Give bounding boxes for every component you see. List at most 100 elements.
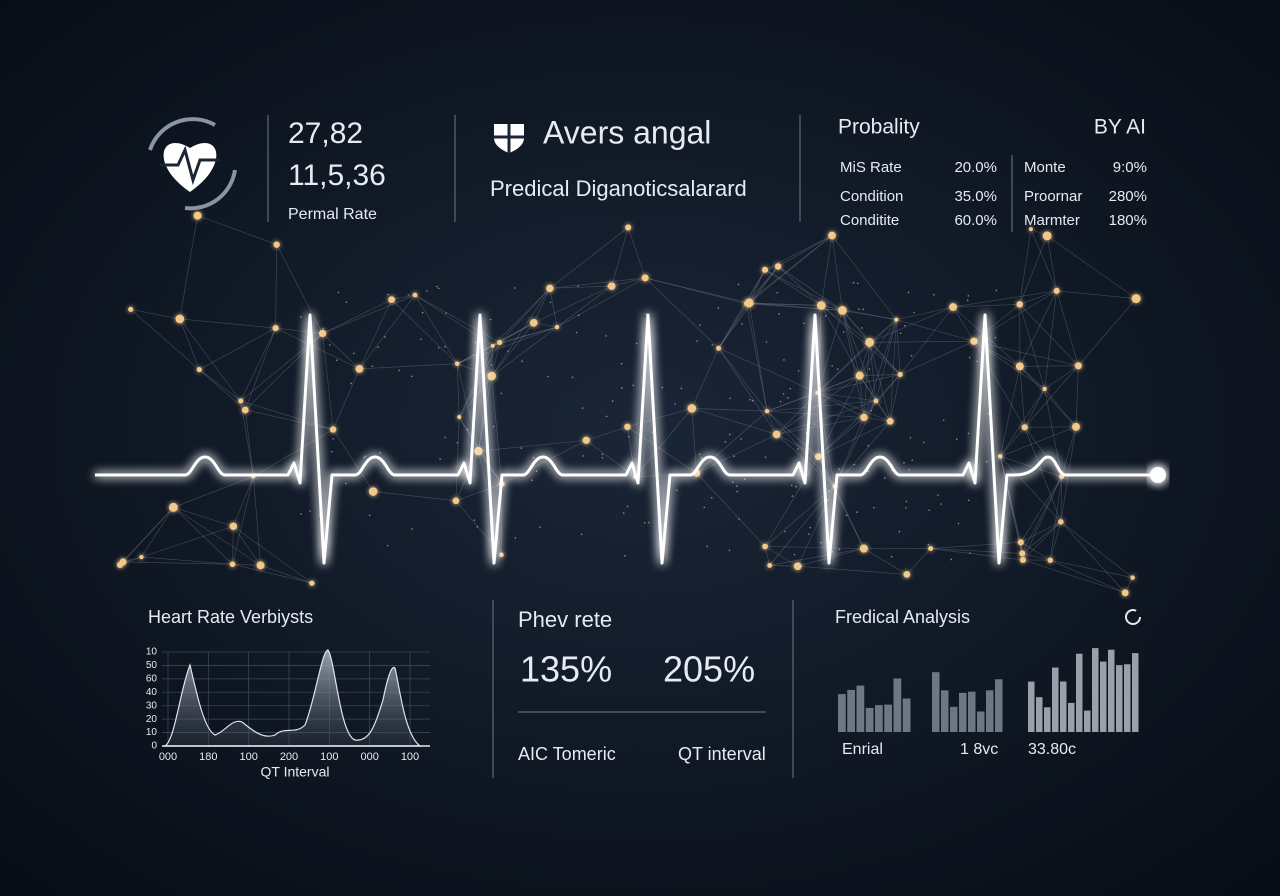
network-link — [999, 388, 1045, 457]
star — [987, 412, 990, 415]
network-node — [855, 371, 864, 380]
network-link — [777, 266, 843, 311]
star — [364, 455, 367, 458]
network-link — [1024, 426, 1077, 428]
network-link — [1024, 388, 1045, 428]
network-node — [452, 497, 460, 505]
star — [411, 528, 413, 530]
deco-bar — [959, 692, 967, 732]
network-link — [549, 227, 629, 289]
network-link — [1024, 365, 1079, 428]
star — [680, 387, 683, 390]
deco-bar — [977, 711, 985, 732]
network-node — [970, 337, 978, 345]
star — [309, 510, 311, 512]
icon-arc — [184, 169, 237, 211]
network-node — [764, 408, 770, 414]
network-node — [1074, 362, 1082, 370]
network-node — [355, 364, 364, 373]
network-link — [691, 408, 697, 474]
network-link — [718, 348, 768, 412]
star — [605, 335, 607, 337]
star — [476, 526, 479, 528]
network-node — [229, 522, 237, 530]
network-link — [899, 306, 954, 375]
network-link — [900, 340, 975, 375]
network-link — [232, 526, 234, 565]
deco-bar — [1108, 649, 1115, 732]
star — [549, 301, 552, 303]
network-node — [793, 562, 802, 571]
refresh-icon[interactable] — [1125, 609, 1141, 625]
network-link — [973, 304, 1020, 342]
network-node — [774, 263, 782, 270]
section-title: Avers angal — [543, 114, 711, 150]
network-link — [746, 235, 833, 304]
network-link — [746, 266, 779, 304]
network-link — [276, 244, 323, 334]
network-link — [817, 400, 877, 457]
network-node — [860, 413, 868, 422]
star — [873, 506, 875, 509]
network-link — [718, 303, 747, 349]
x-label: 000 — [159, 751, 177, 763]
star — [907, 291, 910, 294]
network-link — [179, 318, 200, 370]
network-node — [716, 345, 722, 351]
deco-bar — [1132, 653, 1139, 732]
network-link — [821, 305, 870, 343]
network-link — [232, 563, 312, 584]
network-node — [474, 447, 483, 456]
network-link — [764, 546, 771, 566]
star — [345, 482, 347, 485]
section-title: Fredical Analysis — [835, 607, 970, 627]
network-link — [831, 235, 897, 320]
network-link — [322, 299, 392, 334]
network-link — [930, 548, 1023, 554]
network-link — [748, 266, 779, 304]
network-link — [869, 340, 974, 343]
network-node — [256, 561, 265, 570]
network-node — [1021, 424, 1028, 431]
star — [994, 336, 997, 339]
star — [700, 457, 703, 459]
star — [809, 526, 812, 529]
star — [808, 533, 810, 535]
star — [620, 362, 623, 365]
star — [421, 311, 424, 314]
network-link — [233, 526, 261, 566]
network-link — [767, 410, 864, 418]
network-link — [765, 546, 864, 549]
star — [823, 303, 826, 306]
network-link — [245, 409, 334, 430]
network-link — [197, 215, 277, 245]
network-link — [1022, 553, 1051, 561]
cluster-label: 33.80c — [1028, 741, 1076, 758]
network-node — [175, 314, 185, 324]
network-link — [1046, 235, 1058, 291]
network-link — [817, 319, 897, 394]
star — [384, 336, 386, 338]
network-link — [764, 546, 798, 567]
network-link — [122, 507, 174, 563]
star — [797, 370, 800, 372]
network-link — [199, 369, 246, 411]
network-link — [953, 290, 1057, 308]
deco-bar — [1028, 681, 1035, 732]
network-link — [179, 318, 276, 329]
cluster-label: Enrial — [842, 741, 883, 758]
network-link — [869, 342, 901, 375]
network-link — [456, 363, 460, 418]
network-link — [859, 319, 897, 376]
network-node — [1019, 556, 1026, 563]
probability-table: MiS Rate 20.0% Monte 9:0% Condition 35.0% Proo… — [840, 159, 1147, 229]
network-node — [272, 325, 279, 332]
star — [765, 341, 768, 343]
network-link — [245, 333, 323, 411]
network-link — [1044, 290, 1058, 390]
network-node — [388, 296, 395, 304]
network-link — [821, 305, 897, 321]
star — [368, 514, 371, 517]
network-link — [173, 507, 234, 527]
